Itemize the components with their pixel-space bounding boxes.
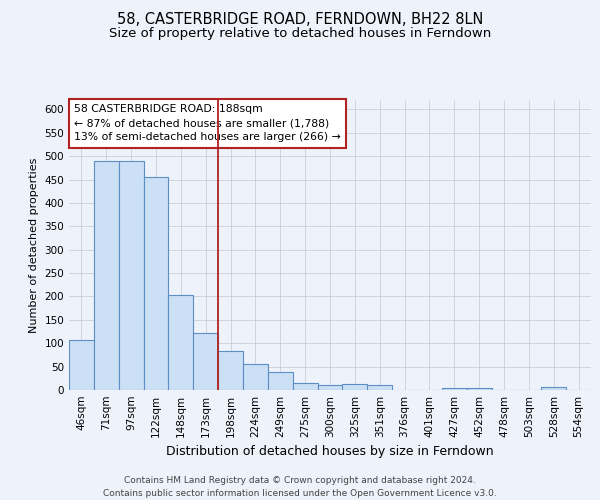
Bar [293,383,317,390]
Y-axis label: Number of detached properties: Number of detached properties [29,158,39,332]
Bar [243,364,268,390]
Bar [343,384,367,390]
Text: Size of property relative to detached houses in Ferndown: Size of property relative to detached ho… [109,28,491,40]
Bar [367,386,392,390]
Bar [467,388,491,390]
Bar [268,372,293,390]
Bar [143,177,169,390]
Bar [193,333,218,390]
X-axis label: Distribution of detached houses by size in Ferndown: Distribution of detached houses by size … [166,446,494,458]
Bar [541,387,566,390]
Bar [119,161,143,390]
Bar [317,386,343,390]
Bar [442,388,467,390]
Bar [69,340,94,390]
Text: Contains HM Land Registry data © Crown copyright and database right 2024.
Contai: Contains HM Land Registry data © Crown c… [103,476,497,498]
Bar [169,295,193,390]
Text: 58 CASTERBRIDGE ROAD: 188sqm
← 87% of detached houses are smaller (1,788)
13% of: 58 CASTERBRIDGE ROAD: 188sqm ← 87% of de… [74,104,341,142]
Bar [218,351,243,390]
Bar [94,161,119,390]
Text: 58, CASTERBRIDGE ROAD, FERNDOWN, BH22 8LN: 58, CASTERBRIDGE ROAD, FERNDOWN, BH22 8L… [117,12,483,28]
